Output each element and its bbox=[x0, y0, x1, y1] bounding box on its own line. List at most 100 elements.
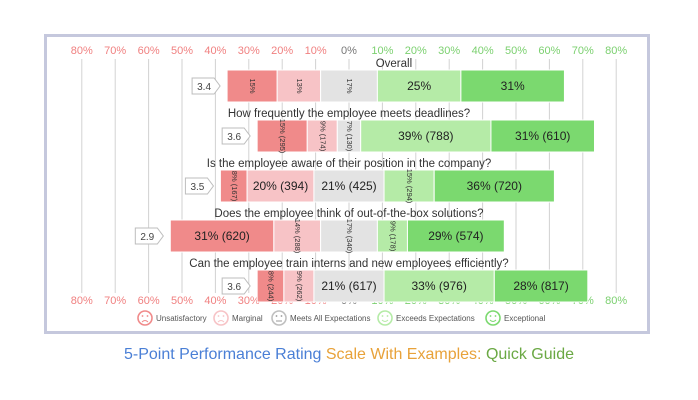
x-tick-label-top: 30% bbox=[438, 45, 460, 57]
legend-label: Unsatisfactory bbox=[156, 314, 207, 323]
bar-segment bbox=[313, 269, 385, 303]
bar-segment bbox=[490, 119, 595, 153]
bar-segment bbox=[460, 69, 565, 103]
x-tick-label-top: 80% bbox=[605, 45, 627, 57]
question-title: How frequently the employee meets deadli… bbox=[228, 108, 470, 120]
score-label: 3.6 bbox=[227, 132, 241, 143]
score-badge bbox=[184, 177, 215, 195]
bar-segment bbox=[383, 169, 435, 203]
bar-segment bbox=[219, 169, 248, 203]
happy-face-icon bbox=[485, 310, 501, 326]
x-tick-label-bottom: 50% bbox=[171, 295, 193, 307]
eye-left bbox=[275, 315, 278, 317]
eye-right bbox=[280, 315, 283, 317]
bar-data-label: 21% (617) bbox=[321, 279, 376, 293]
bar-data-label: 8% (244) bbox=[267, 271, 276, 302]
mouth bbox=[489, 319, 497, 322]
caption: 5-Point Performance Rating Scale With Ex… bbox=[0, 346, 698, 364]
bar-segment bbox=[276, 69, 322, 103]
bar-data-label: 28% (817) bbox=[513, 279, 568, 293]
bar-data-label: 13% bbox=[295, 78, 304, 93]
score-label: 3.5 bbox=[190, 182, 204, 193]
bar-segment bbox=[376, 219, 408, 253]
bar-segment bbox=[273, 219, 322, 253]
bar-data-label: 14% (288) bbox=[293, 219, 302, 254]
bar-data-label: 33% (976) bbox=[411, 279, 466, 293]
x-tick-label-top: 70% bbox=[572, 45, 594, 57]
x-tick-label-bottom: 60% bbox=[138, 295, 160, 307]
eye-right bbox=[494, 315, 497, 317]
legend-label: Exceeds Expectations bbox=[396, 314, 475, 323]
bar-data-label: 31% (610) bbox=[515, 129, 570, 143]
bar-data-label: 17% bbox=[345, 78, 354, 93]
question-title: Can the employee train interns and new e… bbox=[189, 258, 508, 270]
bar-data-label: 9% (262) bbox=[295, 271, 304, 302]
mouth bbox=[381, 319, 389, 322]
x-tick-label-bottom: 80% bbox=[605, 295, 627, 307]
eye-right bbox=[146, 315, 149, 317]
bar-segment bbox=[169, 219, 275, 253]
bar-data-label: 15% (294) bbox=[405, 169, 414, 204]
x-tick-label-top: 50% bbox=[505, 45, 527, 57]
x-tick-label-top: 10% bbox=[371, 45, 393, 57]
x-tick-label-bottom: 70% bbox=[104, 295, 126, 307]
x-tick-label-top: 10% bbox=[305, 45, 327, 57]
bar-segment bbox=[246, 169, 315, 203]
score-badge bbox=[134, 227, 164, 245]
diverging-bar-chart: 80% 80% 70% 70% 60% 60% 50% 50% 40% 40% 30% 30% 20% 2… bbox=[71, 45, 627, 326]
question-title: Is the employee aware of their position … bbox=[207, 158, 491, 170]
bar-data-label: 21% (425) bbox=[321, 179, 376, 193]
bar-data-label: 7% (130) bbox=[345, 121, 354, 152]
legend-label: Exceptional bbox=[504, 314, 546, 323]
sad-face-icon bbox=[213, 310, 229, 326]
x-tick-label-top: 20% bbox=[405, 45, 427, 57]
bar-data-label: 39% (788) bbox=[398, 129, 453, 143]
eye-left bbox=[381, 315, 384, 317]
score-label: 3.4 bbox=[197, 82, 211, 93]
eye-right bbox=[222, 315, 225, 317]
x-tick-label-top: 30% bbox=[238, 45, 260, 57]
very-sad-face-icon bbox=[137, 310, 153, 326]
eye-left bbox=[489, 315, 492, 317]
question-title: Overall bbox=[376, 58, 412, 70]
eye-left bbox=[217, 315, 220, 317]
bar-segment bbox=[376, 69, 462, 103]
bar-data-label: 20% (394) bbox=[253, 179, 308, 193]
x-tick-label-bottom: 30% bbox=[238, 295, 260, 307]
bar-data-label: 17% (340) bbox=[345, 219, 354, 254]
bar-data-label: 36% (720) bbox=[467, 179, 522, 193]
bar-segment bbox=[433, 169, 555, 203]
caption-part-1: 5-Point Performance Rating bbox=[124, 346, 322, 363]
bar-data-label: 9% (174) bbox=[318, 121, 327, 152]
x-tick-label-top: 60% bbox=[538, 45, 560, 57]
bar-data-label: 25% bbox=[407, 79, 431, 93]
x-tick-label-top: 0% bbox=[341, 45, 357, 57]
bar-segment bbox=[406, 219, 505, 253]
x-tick-label-top: 50% bbox=[171, 45, 193, 57]
eye-left bbox=[141, 315, 144, 317]
bar-data-label: 8% (167) bbox=[230, 171, 239, 202]
bar-data-label: 15% bbox=[248, 78, 257, 93]
bar-data-label: 29% (574) bbox=[428, 229, 483, 243]
x-tick-label-top: 20% bbox=[271, 45, 293, 57]
smile-face-icon bbox=[377, 310, 393, 326]
bar-segment bbox=[306, 119, 338, 153]
bar-data-label: 31% bbox=[501, 79, 525, 93]
score-badge bbox=[221, 127, 251, 145]
caption-part-3: Quick Guide bbox=[481, 346, 574, 363]
mouth bbox=[141, 320, 149, 323]
x-tick-label-top: 80% bbox=[71, 45, 93, 57]
x-tick-label-top: 60% bbox=[138, 45, 160, 57]
bar-segment bbox=[360, 119, 492, 153]
neutral-face-icon bbox=[271, 310, 287, 326]
score-label: 3.6 bbox=[227, 282, 241, 293]
bar-data-label: 9% (178) bbox=[388, 221, 397, 252]
x-tick-label-top: 70% bbox=[104, 45, 126, 57]
x-tick-label-top: 40% bbox=[472, 45, 494, 57]
x-tick-label-bottom: 40% bbox=[204, 295, 226, 307]
eye-right bbox=[386, 315, 389, 317]
caption-part-2: Scale With Examples: bbox=[321, 346, 482, 363]
bar-data-label: 31% (620) bbox=[194, 229, 249, 243]
legend-label: Meets All Expectations bbox=[290, 314, 370, 323]
bar-segment bbox=[493, 269, 589, 303]
